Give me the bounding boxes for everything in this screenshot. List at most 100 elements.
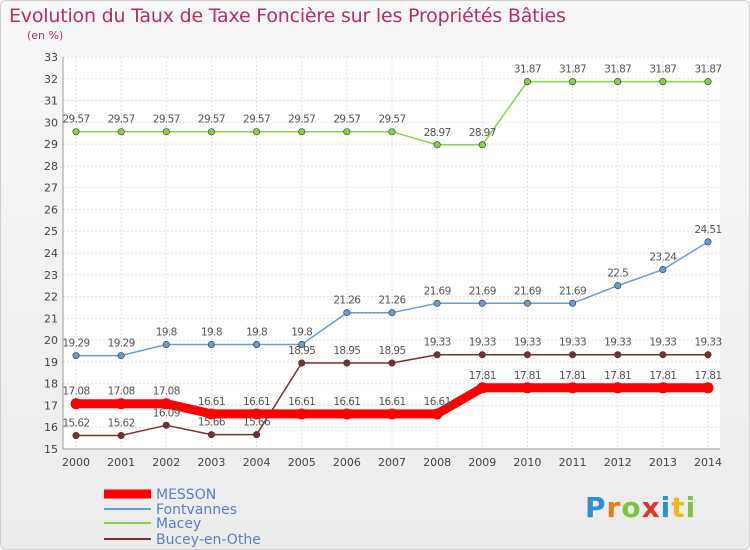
- data-point: [117, 352, 125, 360]
- data-label: 28.97: [469, 127, 496, 139]
- data-label: 29.57: [198, 114, 225, 126]
- data-point: [207, 340, 215, 348]
- data-label: 16.61: [288, 396, 315, 408]
- data-point: [523, 299, 531, 307]
- data-label: 18.95: [378, 345, 405, 357]
- data-label: 19.29: [62, 338, 89, 350]
- y-tick-label: 21: [44, 312, 58, 325]
- data-label: 16.61: [243, 396, 270, 408]
- data-label: 19.8: [246, 326, 267, 338]
- data-point: [207, 128, 215, 136]
- y-tick-label: 20: [44, 334, 58, 347]
- data-label: 17.81: [469, 370, 496, 382]
- data-point: [657, 382, 669, 394]
- x-tick-label: 2010: [513, 456, 541, 469]
- y-tick-label: 19: [44, 356, 58, 369]
- x-tick-label: 2014: [694, 456, 722, 469]
- data-point: [704, 351, 712, 359]
- y-tick-label: 23: [44, 269, 58, 282]
- data-point: [70, 398, 82, 410]
- data-label: 29.57: [62, 114, 89, 126]
- data-point: [117, 431, 125, 439]
- data-point: [72, 352, 80, 360]
- data-label: 17.81: [649, 370, 676, 382]
- data-label: 19.33: [559, 337, 586, 349]
- data-point: [388, 128, 396, 136]
- data-point: [567, 382, 579, 394]
- y-tick-label: 22: [44, 291, 58, 304]
- data-label: 17.08: [108, 386, 135, 398]
- data-label: 21.69: [424, 285, 451, 297]
- y-tick-label: 25: [44, 225, 58, 238]
- y-tick-label: 27: [44, 182, 58, 195]
- data-point: [115, 398, 127, 410]
- data-point: [704, 238, 712, 246]
- proxiti-logo: Proxiti: [585, 491, 696, 524]
- data-label: 24.51: [694, 224, 721, 236]
- x-tick-label: 2011: [559, 456, 587, 469]
- data-label: 21.69: [559, 285, 586, 297]
- data-label: 16.61: [424, 396, 451, 408]
- data-point: [478, 299, 486, 307]
- data-point: [162, 421, 170, 429]
- data-point: [386, 408, 398, 420]
- data-point: [614, 351, 622, 359]
- y-tick-label: 31: [44, 95, 58, 108]
- data-label: 29.57: [153, 114, 180, 126]
- data-point: [433, 299, 441, 307]
- data-label: 19.29: [108, 338, 135, 350]
- data-point: [251, 408, 263, 420]
- data-point: [117, 128, 125, 136]
- data-label: 17.81: [604, 370, 631, 382]
- logo-letter: x: [641, 491, 661, 524]
- data-label: 15.66: [243, 417, 271, 429]
- data-point: [659, 266, 667, 274]
- y-tick-label: 18: [44, 378, 58, 391]
- y-tick-label: 24: [44, 247, 58, 260]
- data-label: 19.33: [424, 337, 451, 349]
- data-label: 29.57: [378, 114, 405, 126]
- x-tick-label: 2002: [152, 456, 180, 469]
- data-label: 17.81: [514, 370, 541, 382]
- legend-label: Fontvannes: [156, 502, 237, 518]
- data-label: 29.57: [333, 114, 360, 126]
- data-label: 22.5: [607, 268, 628, 280]
- data-point: [569, 78, 577, 86]
- y-tick-label: 26: [44, 203, 58, 216]
- data-label: 31.87: [514, 64, 541, 76]
- data-point: [205, 408, 217, 420]
- data-label: 15.66: [198, 417, 226, 429]
- legend-label: Macey: [156, 516, 201, 532]
- data-point: [343, 309, 351, 317]
- x-tick-label: 2007: [378, 456, 406, 469]
- data-point: [523, 351, 531, 359]
- data-label: 31.87: [604, 64, 631, 76]
- data-point: [433, 141, 441, 149]
- logo-letter: t: [671, 491, 686, 524]
- data-label: 16.09: [153, 407, 180, 419]
- y-tick-label: 15: [44, 443, 58, 456]
- x-tick-label: 2006: [333, 456, 361, 469]
- data-point: [298, 128, 306, 136]
- y-tick-label: 28: [44, 160, 58, 173]
- data-point: [253, 431, 261, 439]
- data-point: [431, 408, 443, 420]
- data-label: 17.08: [62, 386, 89, 398]
- data-point: [160, 398, 172, 410]
- data-point: [614, 78, 622, 86]
- data-point: [614, 282, 622, 290]
- data-label: 17.81: [559, 370, 586, 382]
- data-point: [388, 309, 396, 317]
- chart-subtitle: (en %): [27, 29, 64, 42]
- x-tick-label: 2000: [62, 456, 90, 469]
- data-label: 19.33: [514, 337, 541, 349]
- data-label: 19.8: [291, 326, 312, 338]
- y-tick-label: 30: [44, 116, 58, 129]
- logo-letter: P: [585, 491, 607, 524]
- data-label: 19.33: [604, 337, 631, 349]
- data-point: [343, 128, 351, 136]
- data-label: 15.62: [62, 417, 89, 429]
- data-point: [659, 351, 667, 359]
- data-label: 19.33: [649, 337, 676, 349]
- data-point: [298, 340, 306, 348]
